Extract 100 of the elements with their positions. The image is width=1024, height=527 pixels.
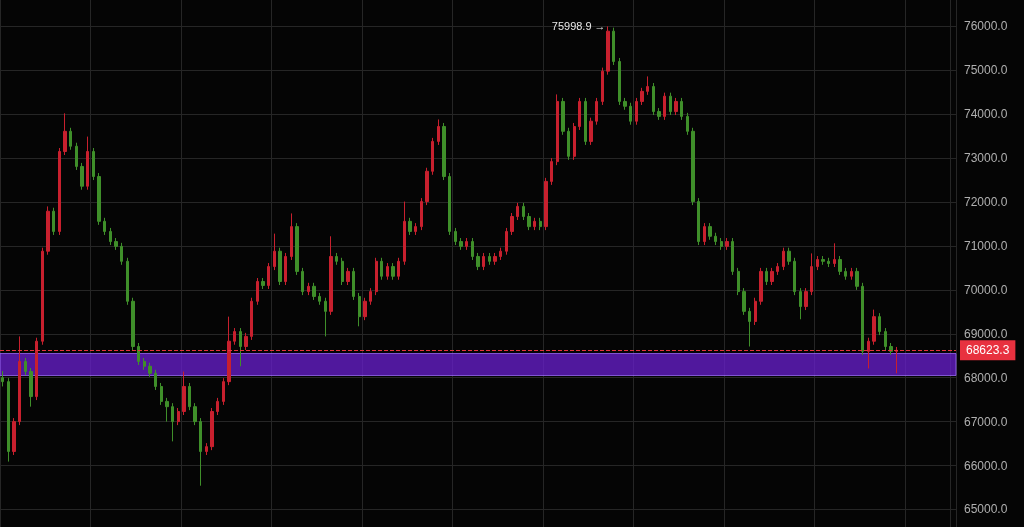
candlestick [284,252,287,286]
candlestick [35,337,38,401]
candlestick [601,67,604,106]
candlestick [442,122,446,181]
candlestick [872,309,876,346]
candlestick [391,262,395,281]
candlestick [640,87,644,106]
candlestick [425,167,429,206]
candlestick [821,255,825,266]
candlestick [669,92,672,116]
candlestick [714,232,717,246]
candlestick [109,227,112,246]
candlestick [414,222,417,236]
candlestick [527,212,531,231]
candlestick [318,292,321,306]
candlestick [663,92,666,121]
candlestick [7,377,10,463]
candlestick [24,357,27,376]
candlestick [86,136,89,191]
candlestick [103,217,106,236]
y-tick-label: 72000.0 [964,195,1008,210]
candlestick [148,362,152,378]
candlestick [137,342,140,366]
candlestick [267,262,270,290]
y-tick-label: 65000.0 [964,502,1008,517]
candlestick [556,93,559,166]
candlestick [358,292,361,327]
candlestick [618,57,621,106]
candlestick [397,257,400,281]
candlestick [239,327,242,367]
candlestick [533,217,536,231]
candlestick [363,297,367,321]
candlestick [776,262,779,276]
y-tick-label: 74000.0 [964,107,1008,122]
candlestick [312,282,316,301]
candlestick [143,357,146,371]
candlestick [352,267,355,301]
y-tick-label: 67000.0 [964,414,1008,429]
candlestick [759,267,763,306]
candlestick [278,247,282,286]
candlestick [131,297,135,351]
candlestick [459,237,463,251]
candlestick [290,212,293,261]
candlestick [725,237,729,251]
candlestick [75,142,78,171]
candlestick [629,102,632,126]
candlestick [227,316,231,386]
annotation: 75998.9 → [551,20,606,33]
candlestick [295,222,299,276]
candlestick [41,247,44,346]
candlestick [1,370,4,387]
candlestick [855,267,859,291]
candlestick [838,255,842,276]
candlestick [12,417,16,456]
candlestick [861,282,864,356]
candlestick [867,337,870,369]
candlestick [595,97,598,126]
candlestick [58,147,61,236]
candlestick [250,297,253,341]
candlestick [720,237,723,251]
y-tick-label: 71000.0 [964,238,1008,253]
candlestick [222,377,225,406]
candlestick [787,247,791,266]
candlestick [199,417,202,487]
candlestick [92,147,95,181]
candlestick [324,297,327,337]
candlestick [182,371,186,416]
candlestick [301,267,304,296]
candlestick [782,247,785,271]
candlestick [708,222,712,241]
candlestick [375,257,378,296]
candlestick [612,27,615,66]
candlestick [544,177,548,231]
candlestick [369,287,372,306]
candlestick [386,262,389,281]
candlestick [878,312,881,336]
candlestick [884,327,887,351]
candlestick [850,267,853,281]
candlestick [114,237,118,251]
candlestick [448,172,451,236]
candlestick [606,25,610,76]
candlestick [742,287,746,316]
candlestick [488,252,491,266]
candlestick [165,397,169,423]
candlestick [686,112,689,136]
candlestick [816,255,819,271]
candlestick [691,127,695,206]
y-tick-label: 73000.0 [964,151,1008,166]
candlestick [510,212,514,236]
candlestick [703,222,706,246]
candlestick [578,97,581,131]
candlestick [177,407,180,426]
candlestick [329,235,333,316]
candlestick [804,287,808,311]
candlestick [833,242,836,268]
y-tick-label: 75000.0 [964,63,1008,78]
candlestick [737,267,740,296]
y-tick-label: 69000.0 [964,326,1008,341]
candlestick [482,252,485,271]
candlestick [465,237,468,251]
